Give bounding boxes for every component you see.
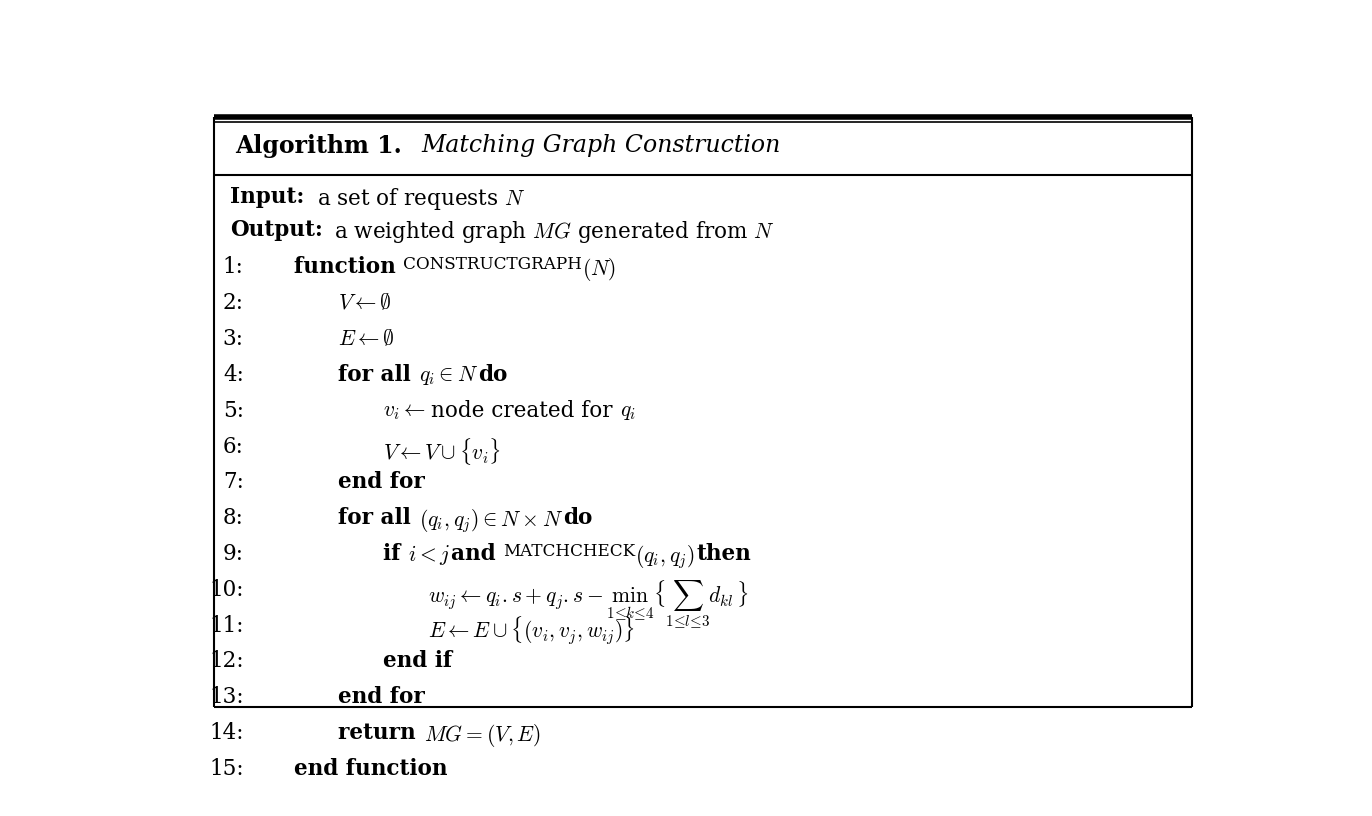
Text: then: then	[697, 543, 752, 565]
Text: and: and	[450, 543, 502, 565]
Text: 11:: 11:	[210, 614, 244, 636]
Text: 5:: 5:	[222, 400, 244, 422]
Text: $E \leftarrow \emptyset$: $E \leftarrow \emptyset$	[339, 328, 395, 350]
Text: Output:: Output:	[230, 219, 322, 241]
Text: 4:: 4:	[222, 364, 244, 386]
Text: a weighted graph $\mathit{MG}$ generated from $N$: a weighted graph $\mathit{MG}$ generated…	[335, 219, 775, 245]
Text: 3:: 3:	[222, 328, 244, 350]
Text: 7:: 7:	[222, 472, 244, 494]
Text: do: do	[563, 507, 593, 529]
Text: end if: end if	[383, 650, 453, 672]
Text: $i < j$: $i < j$	[407, 543, 450, 567]
Text: for all: for all	[339, 507, 418, 529]
Text: if: if	[383, 543, 407, 565]
Text: for all: for all	[339, 364, 418, 386]
Text: 15:: 15:	[209, 758, 244, 780]
Text: end for: end for	[339, 472, 425, 494]
Text: 2:: 2:	[222, 292, 244, 314]
Text: $(q_i, q_j)$: $(q_i, q_j)$	[635, 543, 697, 571]
Text: 10:: 10:	[210, 579, 244, 601]
Text: node created for: node created for	[431, 400, 620, 422]
Text: 1:: 1:	[222, 256, 244, 278]
Text: Matching Graph Construction: Matching Graph Construction	[421, 134, 781, 157]
Text: $V \leftarrow \emptyset$: $V \leftarrow \emptyset$	[339, 292, 392, 314]
Text: a set of requests $N$: a set of requests $N$	[317, 186, 525, 212]
Text: $q_i$: $q_i$	[620, 400, 635, 422]
Text: $E \leftarrow E \cup \{(v_i, v_j, w_{ij})\}$: $E \leftarrow E \cup \{(v_i, v_j, w_{ij}…	[428, 614, 634, 647]
Text: $w_{ij} \leftarrow q_i.s + q_j.s - \min_{1 \leq k \leq 4}\{\sum_{1 \leq l \leq 3: $w_{ij} \leftarrow q_i.s + q_j.s - \min_…	[428, 579, 749, 631]
Text: function: function	[294, 256, 403, 278]
Text: $V \leftarrow V \cup \{v_i\}$: $V \leftarrow V \cup \{v_i\}$	[383, 436, 501, 467]
Text: $\mathit{MG} = (V, E)$: $\mathit{MG} = (V, E)$	[424, 722, 541, 749]
Text: 9:: 9:	[222, 543, 244, 565]
Text: CONSTRUCTGRAPH: CONSTRUCTGRAPH	[403, 256, 582, 273]
Text: Input:: Input:	[230, 186, 305, 208]
Text: $(N)$: $(N)$	[582, 256, 616, 283]
Text: 12:: 12:	[209, 650, 244, 672]
Text: end for: end for	[339, 686, 425, 708]
Text: do: do	[477, 364, 508, 386]
Text: MATCHCHECK: MATCHCHECK	[502, 543, 635, 560]
Text: $(q_i, q_j) \in N \times N$: $(q_i, q_j) \in N \times N$	[418, 507, 563, 535]
Text: 6:: 6:	[222, 436, 244, 458]
Text: return: return	[339, 722, 424, 744]
Text: $v_i \leftarrow$: $v_i \leftarrow$	[383, 400, 431, 422]
Text: $q_i \in N$: $q_i \in N$	[418, 364, 477, 387]
Text: Algorithm 1.: Algorithm 1.	[236, 134, 402, 157]
Text: 8:: 8:	[222, 507, 244, 529]
Text: 13:: 13:	[209, 686, 244, 708]
Text: end function: end function	[294, 758, 447, 780]
Text: 14:: 14:	[210, 722, 244, 744]
